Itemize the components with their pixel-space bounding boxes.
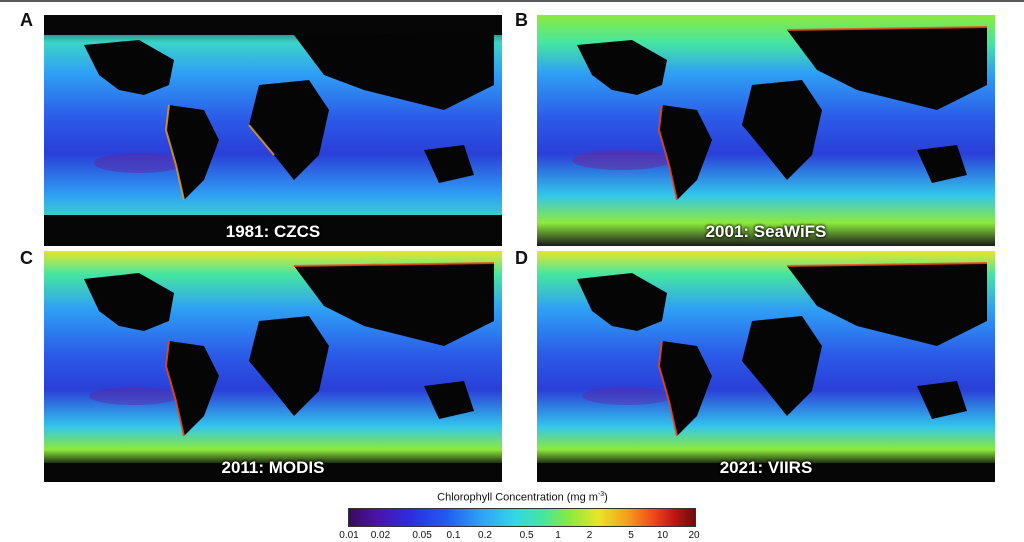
panel-caption-b: 2001: SeaWiFS <box>705 222 827 241</box>
panel-caption-c: 2011: MODIS <box>221 458 325 477</box>
map-panel-c: 2011: MODIS <box>44 251 502 482</box>
colorbar-tick-label: 10 <box>656 530 669 541</box>
panel-letter-b: B <box>515 10 528 30</box>
colorbar-tick-label: 0.01 <box>339 530 359 541</box>
colorbar-title-exponent: -3 <box>597 491 605 498</box>
panel-caption-a: 1981: CZCS <box>225 222 321 241</box>
panel-letter-c: C <box>20 248 33 268</box>
panel-caption-d: 2021: VIIRS <box>719 458 813 477</box>
panel-letter-a: A <box>20 10 33 30</box>
colorbar-tick-label: 1 <box>555 530 561 541</box>
colorbar-tick-label: 0.5 <box>519 530 534 541</box>
panel-letter-d: D <box>515 248 528 268</box>
chlorophyll-map-b <box>537 15 995 246</box>
colorbar-title-close: ) <box>604 491 608 504</box>
colorbar-tick-label: 0.2 <box>478 530 492 541</box>
colorbar-tick-label: 0.05 <box>412 530 432 541</box>
map-panel-a: 1981: CZCS <box>44 15 502 246</box>
chlorophyll-map-d <box>537 251 995 482</box>
chlorophyll-map-a <box>44 15 502 246</box>
top-rule <box>0 0 1024 2</box>
colorbar-title: Chlorophyll Concentration (mg m-3) <box>350 491 695 504</box>
colorbar-tick-label: 2 <box>586 530 593 541</box>
colorbar-tick-label: 20 <box>688 530 700 541</box>
map-panel-b: 2001: SeaWiFS <box>537 15 995 246</box>
chlorophyll-map-c <box>44 251 502 482</box>
colorbar-tick-label: 0.1 <box>446 530 461 541</box>
colorbar-tick-label: 0.02 <box>370 530 391 541</box>
colorbar-title-text: Chlorophyll Concentration (mg m <box>437 491 598 504</box>
colorbar <box>348 508 696 527</box>
map-panel-d: 2021: VIIRS <box>537 251 995 482</box>
colorbar-tick-label: 5 <box>628 530 634 541</box>
